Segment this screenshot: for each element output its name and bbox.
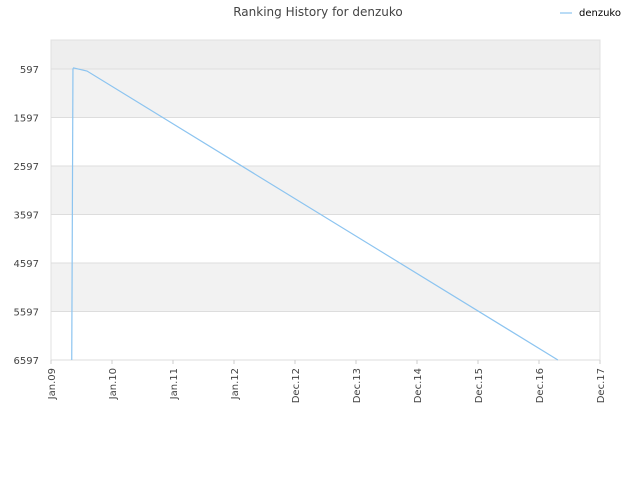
chart-title: Ranking History for denzuko xyxy=(233,5,403,19)
x-tick-label: Dec.13 xyxy=(352,368,363,403)
y-tick-label: 6597 xyxy=(14,356,39,367)
x-tick-label: Jan.09 xyxy=(47,368,58,400)
plot-band xyxy=(51,40,600,69)
plot-band xyxy=(51,165,600,215)
plot-band xyxy=(51,311,600,360)
y-tick-label: 1597 xyxy=(14,113,39,124)
x-tick-label: Jan.10 xyxy=(108,368,119,400)
legend-label: denzuko xyxy=(579,8,621,19)
plot-band xyxy=(51,68,600,118)
x-tick-label: Dec.14 xyxy=(413,368,424,403)
x-tick-label: Dec.12 xyxy=(291,368,302,403)
x-tick-label: Dec.15 xyxy=(474,368,485,403)
y-tick-label: 5597 xyxy=(14,307,39,318)
x-tick-label: Jan.12 xyxy=(230,368,241,400)
plot-band xyxy=(51,214,600,263)
y-tick-label: 4597 xyxy=(14,259,39,270)
y-tick-label: 3597 xyxy=(14,210,39,221)
plot-band xyxy=(51,262,600,312)
x-tick-label: Jan.11 xyxy=(169,368,180,400)
y-tick-label: 2597 xyxy=(14,162,39,173)
data-line xyxy=(71,67,559,361)
plot-band xyxy=(51,117,600,166)
x-tick-label: Dec.17 xyxy=(596,368,607,403)
y-tick-label: 597 xyxy=(20,65,39,76)
x-tick-label: Dec.16 xyxy=(535,368,546,403)
